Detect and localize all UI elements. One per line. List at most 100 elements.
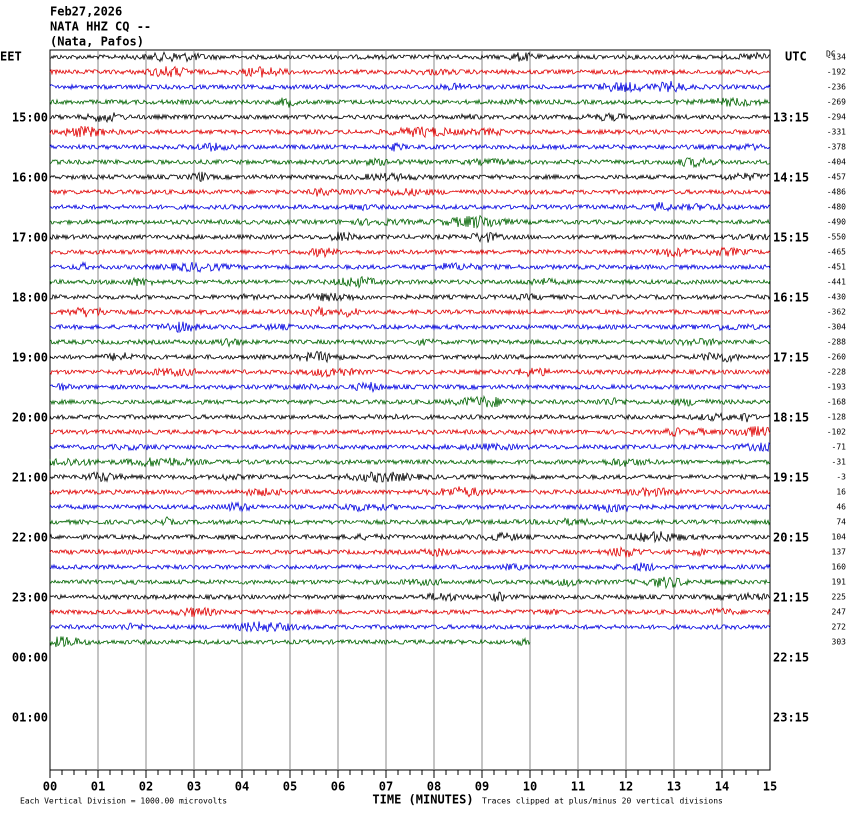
dc-offset: -490 [827, 218, 846, 227]
dc-offset: 303 [832, 638, 847, 647]
dc-offset: -168 [827, 398, 846, 407]
x-tick-label: 08 [427, 780, 441, 794]
dc-offset: 137 [832, 548, 847, 557]
dc-offset: -269 [827, 98, 846, 107]
x-tick-label: 07 [379, 780, 393, 794]
dc-offset: -134 [827, 53, 846, 62]
left-hour-label: 16:00 [12, 171, 48, 185]
dc-offset: -362 [827, 308, 846, 317]
left-hour-label: 01:00 [12, 711, 48, 725]
dc-offset: 191 [832, 578, 847, 587]
right-hour-label: 21:15 [773, 591, 809, 605]
right-hour-label: 23:15 [773, 711, 809, 725]
dc-offset: -193 [827, 383, 846, 392]
dc-offset: -430 [827, 293, 846, 302]
left-hour-label: 17:00 [12, 231, 48, 245]
trace [49, 516, 771, 527]
dc-offset: -71 [832, 443, 847, 452]
trace [49, 51, 771, 63]
x-tick-label: 01 [91, 780, 105, 794]
dc-offset: -465 [827, 248, 846, 257]
dc-offset: -236 [827, 83, 846, 92]
trace [49, 96, 771, 108]
x-tick-label: 11 [571, 780, 585, 794]
x-tick-label: 00 [43, 780, 57, 794]
trace [49, 80, 771, 94]
dc-offset: 272 [832, 623, 847, 632]
dc-offset: -228 [827, 368, 846, 377]
trace [49, 292, 771, 302]
dc-offset: -128 [827, 413, 846, 422]
right-hour-label: 22:15 [773, 651, 809, 665]
clip-note: Traces clipped at plus/minus 20 vertical… [482, 797, 723, 806]
dc-offset: -451 [827, 263, 846, 272]
dc-offset: -457 [827, 173, 846, 182]
trace [49, 621, 771, 633]
right-hour-label: 19:15 [773, 471, 809, 485]
dc-offset: -404 [827, 158, 846, 167]
left-hour-label: 19:00 [12, 351, 48, 365]
trace [49, 350, 771, 364]
x-tick-label: 05 [283, 780, 297, 794]
trace [49, 591, 771, 602]
dc-offset: -331 [827, 128, 846, 137]
right-hour-label: 18:15 [773, 411, 809, 425]
station: NATA HHZ CQ -- [50, 20, 151, 34]
dc-offset: -294 [827, 113, 846, 122]
trace [49, 275, 771, 289]
scale-note: Each Vertical Division = 1000.00 microvo… [20, 797, 227, 806]
dc-title: DC [826, 50, 836, 59]
right-hour-label: 15:15 [773, 231, 809, 245]
left-hour-label: 22:00 [12, 531, 48, 545]
left-hour-label: 21:00 [12, 471, 48, 485]
x-tick-label: 02 [139, 780, 153, 794]
trace [49, 305, 771, 318]
trace [49, 441, 771, 453]
trace [49, 321, 771, 334]
trace [49, 636, 531, 648]
dc-offset: -480 [827, 203, 846, 212]
trace [49, 246, 771, 259]
dc-offset: -550 [827, 233, 846, 242]
trace [49, 112, 771, 124]
location: (Nata, Pafos) [50, 35, 144, 49]
x-tick-label: 09 [475, 780, 489, 794]
trace [49, 231, 771, 243]
trace [49, 381, 771, 394]
trace [49, 531, 771, 544]
trace [49, 395, 771, 408]
trace [49, 125, 771, 139]
trace [49, 576, 771, 590]
dc-offset: 16 [836, 488, 846, 497]
trace [49, 426, 771, 438]
x-tick-label: 03 [187, 780, 201, 794]
trace [49, 156, 771, 169]
right-hour-label: 14:15 [773, 171, 809, 185]
trace [49, 486, 771, 498]
x-tick-label: 15 [763, 780, 777, 794]
trace [49, 214, 771, 229]
x-tick-label: 06 [331, 780, 345, 794]
right-axis-title: UTC [785, 50, 807, 64]
right-hour-label: 20:15 [773, 531, 809, 545]
dc-offset: -192 [827, 68, 846, 77]
trace [49, 141, 771, 152]
x-tick-label: 04 [235, 780, 249, 794]
trace [49, 367, 771, 378]
dc-offset: -31 [832, 458, 847, 467]
trace [49, 187, 771, 197]
left-hour-label: 20:00 [12, 411, 48, 425]
dc-offset: -378 [827, 143, 846, 152]
dc-offset: 247 [832, 608, 847, 617]
right-hour-label: 16:15 [773, 291, 809, 305]
dc-offset: 225 [832, 593, 847, 602]
trace [49, 501, 771, 513]
right-hour-label: 17:15 [773, 351, 809, 365]
x-tick-label: 10 [523, 780, 537, 794]
dc-offset: -304 [827, 323, 846, 332]
right-hour-label: 13:15 [773, 111, 809, 125]
trace [49, 606, 771, 618]
trace [49, 562, 771, 573]
trace [49, 202, 771, 212]
trace [49, 457, 771, 468]
